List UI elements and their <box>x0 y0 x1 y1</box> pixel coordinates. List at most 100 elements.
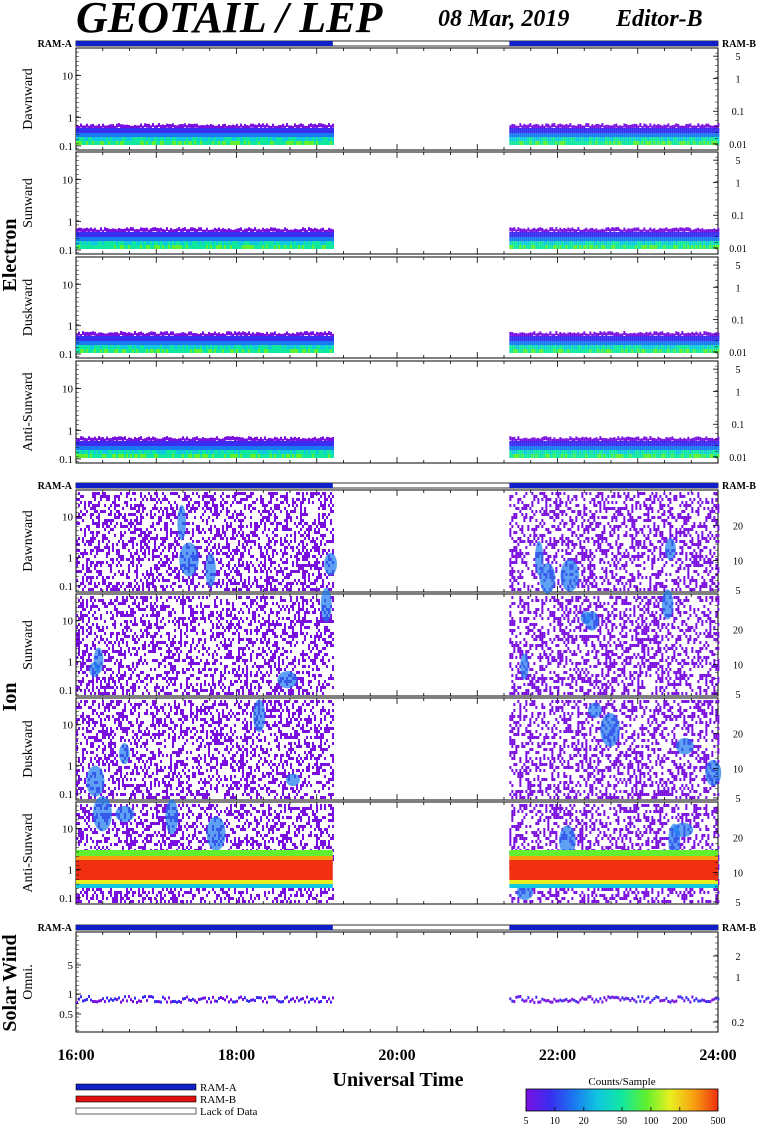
ion-anti-sunward-label: Anti-Sunward <box>21 813 36 892</box>
ion-anti-sunward-right-tick-label: 20 <box>733 834 743 845</box>
x-tick-label: 24:00 <box>699 1047 736 1064</box>
electron-duskward-right-tick-label: 5 <box>736 261 741 272</box>
solar-wind-left-tick-label: 0.5 <box>59 1009 73 1021</box>
electron-duskward-label: Duskward <box>21 279 36 337</box>
legend-ram-b-label: RAM-B <box>200 1094 236 1106</box>
colorbar-title: Counts/Sample <box>588 1076 655 1088</box>
electron-duskward-left-tick-label: 10 <box>62 279 74 291</box>
electron-dawnward-right-tick-label: 0.01 <box>729 140 747 151</box>
ion-duskward-left-tick-label: 1 <box>68 760 74 772</box>
electron-duskward-right-tick-label: 0.1 <box>732 316 745 327</box>
x-tick-label: 22:00 <box>539 1047 576 1064</box>
electron-dawnward-label: Dawnward <box>21 68 36 129</box>
ion-sunward-left-tick-label: 10 <box>62 616 74 628</box>
plot-editor: Editor-B <box>616 6 703 32</box>
solar-wind-left-tick-label: 1 <box>68 989 74 1001</box>
ion-anti-sunward-right-tick-label: 10 <box>733 868 743 879</box>
ion-sunward-label: Sunward <box>21 620 36 670</box>
colorbar-tick-label: 5 <box>524 1116 529 1127</box>
ion-sunward-right-tick-label: 20 <box>733 626 743 637</box>
solar-ram-ram-a-segment <box>509 925 718 930</box>
ram-a-label: RAM-A <box>38 923 73 934</box>
ion-sunward-left-tick-label: 1 <box>68 656 74 668</box>
solar-wind-omni-label: Omni. <box>21 964 36 999</box>
electron-duskward-left-tick-label: 1 <box>68 321 74 333</box>
solar-wind-right-tick-label: 0.2 <box>732 1018 745 1029</box>
ion-ram-ram-a-segment <box>76 483 333 488</box>
electron-sunward-data <box>76 227 720 249</box>
electron-anti-sunward-left-tick-label: 1 <box>68 425 74 437</box>
electron-duskward-data <box>76 331 720 353</box>
electron-sunward-right-tick-label: 1 <box>736 179 741 190</box>
solar-ram-ram-a-segment <box>76 925 333 930</box>
electron-dawnward-data <box>76 123 720 145</box>
electron-anti-sunward-label: Anti-Sunward <box>21 372 36 451</box>
ion-sunward-right-tick-label: 5 <box>736 690 741 701</box>
legend-lack-label: Lack of Data <box>200 1106 258 1118</box>
ion-duskward-right-tick-label: 10 <box>733 764 743 775</box>
electron-dawnward-right-tick-label: 1 <box>736 75 741 86</box>
ion-dawnward-left-tick-label: 1 <box>68 552 74 564</box>
ion-ram-ram-a-segment <box>509 483 718 488</box>
group-label-electron: Electron <box>0 219 21 292</box>
ion-anti-sunward-left-tick-label: 0.1 <box>59 893 73 905</box>
legend-ram-b-swatch <box>75 1095 197 1103</box>
group-label-solar-wind: Solar Wind <box>0 934 21 1031</box>
electron-ram-ram-a-segment <box>509 41 718 46</box>
x-tick-label: 20:00 <box>378 1047 415 1064</box>
electron-anti-sunward-data <box>76 436 720 458</box>
ram-a-label: RAM-A <box>38 39 73 50</box>
electron-duskward-right-tick-label: 1 <box>736 283 741 294</box>
ram-a-label: RAM-A <box>38 481 73 492</box>
electron-dawnward-left-tick-label: 1 <box>68 112 74 124</box>
legend-lack-swatch <box>75 1107 197 1115</box>
ion-anti-sunward-left-tick-label: 10 <box>62 824 74 836</box>
legend-ram-a-label: RAM-A <box>200 1082 237 1094</box>
ion-sunward-left-tick-label: 0.1 <box>59 685 73 697</box>
electron-duskward-left-tick-label: 0.1 <box>59 349 73 361</box>
x-tick-label: 16:00 <box>57 1047 94 1064</box>
electron-sunward-right-tick-label: 0.1 <box>732 211 745 222</box>
electron-duskward-right-tick-label: 0.01 <box>729 348 747 359</box>
electron-anti-sunward-right-tick-label: 0.1 <box>732 420 745 431</box>
ion-duskward-left-tick-label: 10 <box>62 720 74 732</box>
electron-sunward-right-tick-label: 5 <box>736 156 741 167</box>
colorbar-tick-label: 100 <box>643 1116 658 1127</box>
ion-duskward-left-tick-label: 0.1 <box>59 789 73 801</box>
electron-ram-ram-a-segment <box>76 41 333 46</box>
legend-ram-a-swatch <box>75 1083 197 1091</box>
ion-dawnward-left-tick-label: 0.1 <box>59 581 73 593</box>
ion-anti-sunward-left-tick-label: 1 <box>68 864 74 876</box>
solar-wind-right-tick-label: 1 <box>736 973 741 984</box>
electron-dawnward-right-tick-label: 0.1 <box>732 107 745 118</box>
ion-dawnward-right-tick-label: 5 <box>736 586 741 597</box>
electron-dawnward-left-tick-label: 10 <box>62 71 74 83</box>
electron-anti-sunward-right-tick-label: 1 <box>736 388 741 399</box>
plot-title: GEOTAIL / LEP <box>76 0 383 42</box>
ion-duskward-data <box>76 699 722 799</box>
ion-sunward-right-tick-label: 10 <box>733 660 743 671</box>
solar-wind-right-tick-label: 2 <box>736 952 741 963</box>
electron-sunward-left-tick-label: 1 <box>68 216 74 228</box>
group-label-ion: Ion <box>0 683 21 712</box>
electron-sunward-left-tick-label: 10 <box>62 175 74 187</box>
ion-sunward-data <box>76 587 720 695</box>
ion-dawnward-right-tick-label: 20 <box>733 522 743 533</box>
electron-dawnward-left-tick-label: 0.1 <box>59 141 73 153</box>
solar-wind-left-tick-label: 5 <box>68 960 74 972</box>
solar-wind-omni-data <box>76 995 720 1004</box>
ram-b-label: RAM-B <box>722 923 756 934</box>
ram-b-label: RAM-B <box>722 481 756 492</box>
ion-duskward-right-tick-label: 20 <box>733 730 743 741</box>
solar-wind-omni-frame <box>75 931 719 1033</box>
electron-anti-sunward-right-tick-label: 5 <box>736 365 741 376</box>
ion-dawnward-left-tick-label: 10 <box>62 512 74 524</box>
colorbar-tick-label: 10 <box>550 1116 560 1127</box>
electron-anti-sunward-left-tick-label: 0.1 <box>59 454 73 466</box>
ion-duskward-label: Duskward <box>21 720 36 778</box>
ion-dawnward-right-tick-label: 10 <box>733 556 743 567</box>
electron-anti-sunward-right-tick-label: 0.01 <box>729 453 747 464</box>
colorbar-tick-label: 20 <box>579 1116 589 1127</box>
